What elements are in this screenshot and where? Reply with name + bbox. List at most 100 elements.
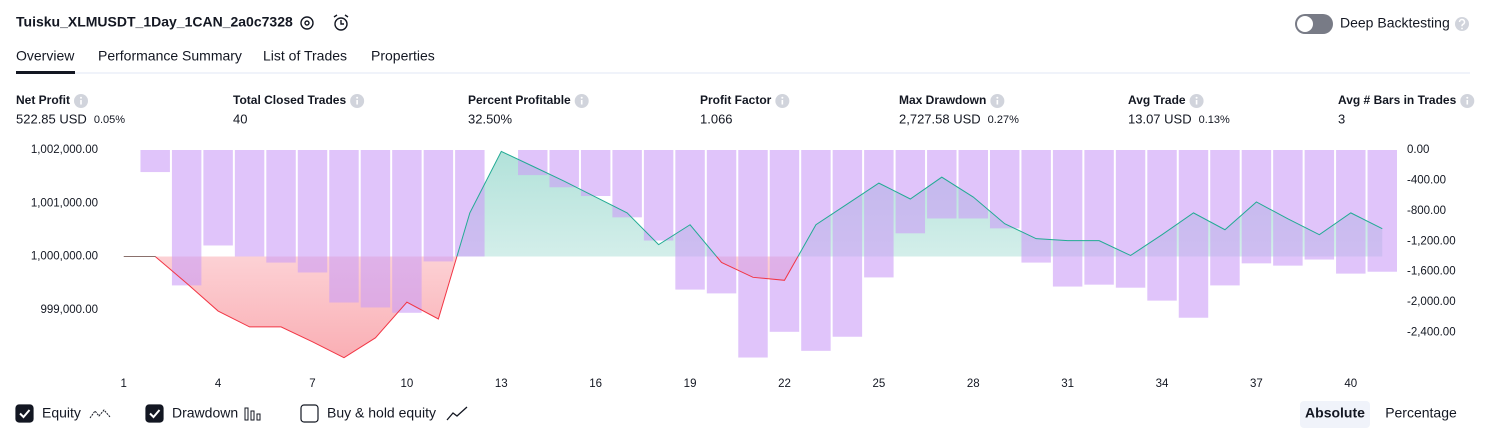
info-icon-dot [781, 96, 784, 99]
stat-label: Profit Factor [700, 93, 772, 107]
info-icon-dot [80, 96, 82, 99]
drawdown-bar [769, 150, 800, 332]
y-tick-label: 1,000,000.00 [31, 251, 98, 263]
alert-icon[interactable] [333, 14, 349, 31]
toggle[interactable] [1295, 14, 1333, 34]
drawdown-bar [864, 150, 894, 278]
y2-tick-label: -1,200.00 [1407, 235, 1456, 247]
y-tick-label: 1,001,000.00 [31, 197, 98, 209]
tab[interactable]: List of Trades [263, 48, 347, 64]
y2-tick-label: -400.00 [1407, 174, 1446, 186]
x-tick-label: 10 [401, 378, 414, 390]
drawdown-bar [643, 150, 674, 241]
y2-tick-label: -2,400.00 [1407, 327, 1456, 339]
drawdown-icon [244, 407, 261, 421]
x-tick-label: 40 [1344, 378, 1357, 390]
drawdown-bar [140, 150, 170, 173]
strategy-title: Tuisku_XLMUSDT_1Day_1CAN_2a0c7328 [16, 14, 293, 30]
info-icon-glyph [1195, 100, 1198, 105]
x-tick-label: 4 [215, 378, 222, 390]
info-icon-dot [996, 96, 999, 99]
stat-label: Net Profit [16, 93, 70, 107]
checkmark [149, 409, 161, 419]
stat-label: Avg # Bars in Trades [1338, 93, 1457, 107]
drawdown-bar [989, 150, 1020, 229]
drawdown-bar [580, 150, 611, 197]
drawdown-bar [1052, 150, 1083, 287]
drawdown-bar [392, 150, 422, 313]
toggle-label: Deep Backtesting [1340, 15, 1450, 31]
y2-tick-label: -2,000.00 [1407, 296, 1456, 308]
stat-value: 32.50% [468, 111, 513, 126]
drawdown-bar [1115, 150, 1146, 288]
drawdown-bar [738, 150, 768, 358]
buy-hold-icon [446, 406, 468, 421]
checkbox[interactable] [300, 404, 319, 423]
tab[interactable]: Overview [16, 48, 75, 64]
x-tick-label: 37 [1250, 378, 1263, 390]
legend-label: Buy & hold equity [327, 405, 436, 421]
x-tick-label: 1 [121, 378, 127, 390]
x-tick-label: 22 [778, 378, 791, 390]
drawdown-bar [1084, 150, 1114, 285]
x-tick-label: 7 [309, 378, 315, 390]
stat-value: 522.85 USD [16, 111, 87, 126]
drawdown-bar [832, 150, 863, 337]
scale-button[interactable]: Percentage [1385, 405, 1457, 421]
x-tick-label: 25 [872, 378, 885, 390]
info-icon-glyph [781, 100, 784, 105]
tab[interactable]: Properties [371, 48, 435, 64]
equity-line-negative [123, 256, 799, 359]
drawdown-bar [1336, 150, 1366, 274]
stat-label: Total Closed Trades [233, 93, 346, 107]
stat-label: Avg Trade [1128, 93, 1186, 107]
stat-percent: 0.05% [94, 114, 125, 126]
x-tick-label: 28 [967, 378, 980, 390]
x-tick-label: 16 [589, 378, 602, 390]
stat-value: 2,727.58 USD [899, 111, 981, 126]
equity-area-negative [123, 256, 1383, 358]
stat-value: 3 [1338, 111, 1345, 126]
drawdown-bar [1367, 150, 1397, 272]
help-icon[interactable] [1455, 17, 1469, 31]
stat-label: Max Drawdown [899, 93, 986, 107]
drawdown-bar [234, 150, 265, 257]
drawdown-bar [1304, 150, 1335, 260]
y2-tick-label: 0.00 [1407, 144, 1429, 156]
legend-label: Drawdown [172, 405, 238, 421]
drawdown-bar [958, 150, 988, 219]
drawdown-bar [801, 150, 831, 351]
checkbox[interactable] [145, 404, 164, 423]
drawdown-bar [297, 150, 328, 273]
scale-button[interactable]: Absolute [1305, 405, 1365, 421]
drawdown-bar [1147, 150, 1177, 301]
drawdown-bar [1241, 150, 1272, 264]
stat-value: 13.07 USD [1128, 111, 1192, 126]
x-tick-label: 19 [684, 378, 697, 390]
info-icon-glyph [1466, 100, 1469, 105]
info-icon-glyph [996, 100, 999, 105]
info-icon-dot [1466, 96, 1469, 99]
info-icon-dot [580, 96, 583, 99]
x-tick-label: 31 [1061, 378, 1074, 390]
y-tick-label: 999,000.00 [40, 304, 98, 316]
info-icon-glyph [580, 100, 583, 105]
drawdown-bar [1273, 150, 1303, 266]
stat-value: 40 [233, 111, 247, 126]
drawdown-bar [329, 150, 359, 303]
x-tick-label: 34 [1156, 378, 1169, 390]
info-icon-dot [356, 96, 359, 99]
drawdown-bar [612, 150, 642, 218]
checkbox[interactable] [15, 404, 34, 423]
tab-underline [16, 71, 75, 74]
equity-line-positive [123, 150, 1383, 257]
scale-button-bg[interactable] [1300, 401, 1370, 428]
y2-tick-label: -800.00 [1407, 205, 1446, 217]
drawdown-bar [1210, 150, 1240, 286]
drawdown-bar [171, 150, 202, 286]
drawdown-bar [1021, 150, 1051, 263]
x-tick-label: 13 [495, 378, 508, 390]
tab[interactable]: Performance Summary [98, 48, 242, 64]
info-icon-glyph [80, 100, 82, 105]
settings-icon[interactable] [300, 16, 314, 30]
